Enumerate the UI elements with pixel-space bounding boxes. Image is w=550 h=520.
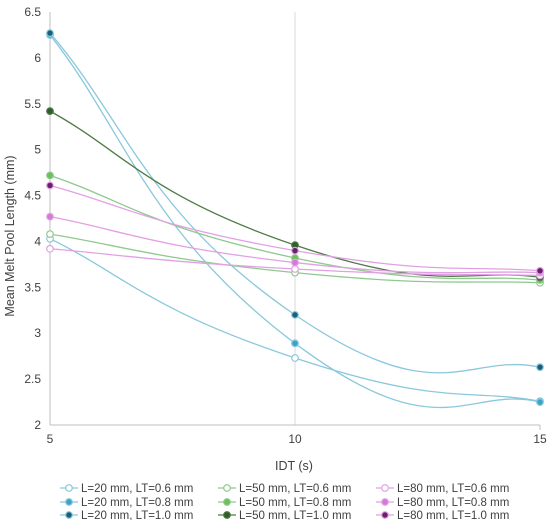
y-tick-label: 3 xyxy=(34,326,41,340)
data-point xyxy=(291,310,299,319)
legend-item: L=50 mm, LT=0.8 mm xyxy=(218,497,351,509)
y-axis-title: Mean Melt Pool Length (mm) xyxy=(3,155,17,316)
legend-label: L=80 mm, LT=0.6 mm xyxy=(397,483,509,495)
y-tick-label: 2.5 xyxy=(24,372,41,386)
y-tick-label: 3.5 xyxy=(24,280,41,294)
legend-marker xyxy=(65,484,73,492)
legend-item: L=20 mm, LT=1.0 mm xyxy=(60,510,193,520)
data-point xyxy=(291,265,299,273)
legend-label: L=20 mm, LT=1.0 mm xyxy=(81,510,193,520)
x-tick-labels: 5 10 15 xyxy=(47,432,547,446)
data-point xyxy=(291,339,299,348)
legend-item: L=80 mm, LT=1.0 mm xyxy=(376,510,509,520)
data-point xyxy=(536,398,544,406)
data-point xyxy=(291,354,299,362)
y-tick-label: 2 xyxy=(34,418,41,432)
legend-marker xyxy=(381,511,389,519)
legend-item: L=50 mm, LT=1.0 mm xyxy=(218,510,351,520)
legend-item: L=20 mm, LT=0.6 mm xyxy=(60,483,193,495)
legend-item: L=80 mm, LT=0.6 mm xyxy=(376,483,509,495)
legend-marker xyxy=(65,511,73,519)
legend-marker xyxy=(223,498,231,506)
data-point xyxy=(536,363,544,372)
legend-marker xyxy=(381,498,389,506)
legend-label: L=20 mm, LT=0.8 mm xyxy=(81,497,193,509)
y-tick-label: 5.5 xyxy=(24,97,41,111)
data-point xyxy=(46,181,54,190)
data-point xyxy=(46,107,54,116)
legend: L=20 mm, LT=0.6 mm L=20 mm, LT=0.8 mmL=20… xyxy=(60,483,509,520)
y-tick-label: 4 xyxy=(34,234,41,248)
x-tick-label: 15 xyxy=(533,432,547,446)
data-point xyxy=(46,230,54,239)
legend-item: L=80 mm, LT=0.8 mm xyxy=(376,497,509,509)
data-point xyxy=(46,212,54,221)
legend-label: L=50 mm, LT=0.6 mm xyxy=(239,483,351,495)
data-point xyxy=(291,246,299,255)
data-point xyxy=(46,244,54,253)
legend-label: L=20 mm, LT=0.6 mm xyxy=(81,483,193,495)
legend-item: L=20 mm, LT=0.8 mm xyxy=(60,497,193,509)
data-point xyxy=(46,29,54,38)
x-axis-title: IDT (s) xyxy=(275,459,313,473)
y-tick-labels: 2 2.5 3 3.5 4 4.5 5 5.5 6 6.5 xyxy=(24,5,41,432)
data-point xyxy=(46,171,54,180)
x-tick-label: 10 xyxy=(288,432,302,446)
legend-label: L=50 mm, LT=1.0 mm xyxy=(239,510,351,520)
data-point xyxy=(536,266,544,275)
legend-label: L=50 mm, LT=0.8 mm xyxy=(239,497,351,509)
y-tick-label: 4.5 xyxy=(24,189,41,203)
legend-label: L=80 mm, LT=1.0 mm xyxy=(397,510,509,520)
y-tick-label: 6.5 xyxy=(24,5,41,19)
data-point xyxy=(291,258,299,267)
legend-marker xyxy=(65,498,73,506)
legend-marker xyxy=(223,484,231,492)
x-tick-label: 5 xyxy=(47,432,54,446)
legend-item: L=50 mm, LT=0.6 mm xyxy=(218,483,351,495)
y-tick-label: 6 xyxy=(34,51,41,65)
data-points xyxy=(46,29,544,406)
legend-label: L=80 mm, LT=0.8 mm xyxy=(397,497,509,509)
legend-marker xyxy=(223,511,231,519)
legend-marker xyxy=(381,484,389,492)
y-tick-label: 5 xyxy=(34,143,41,157)
